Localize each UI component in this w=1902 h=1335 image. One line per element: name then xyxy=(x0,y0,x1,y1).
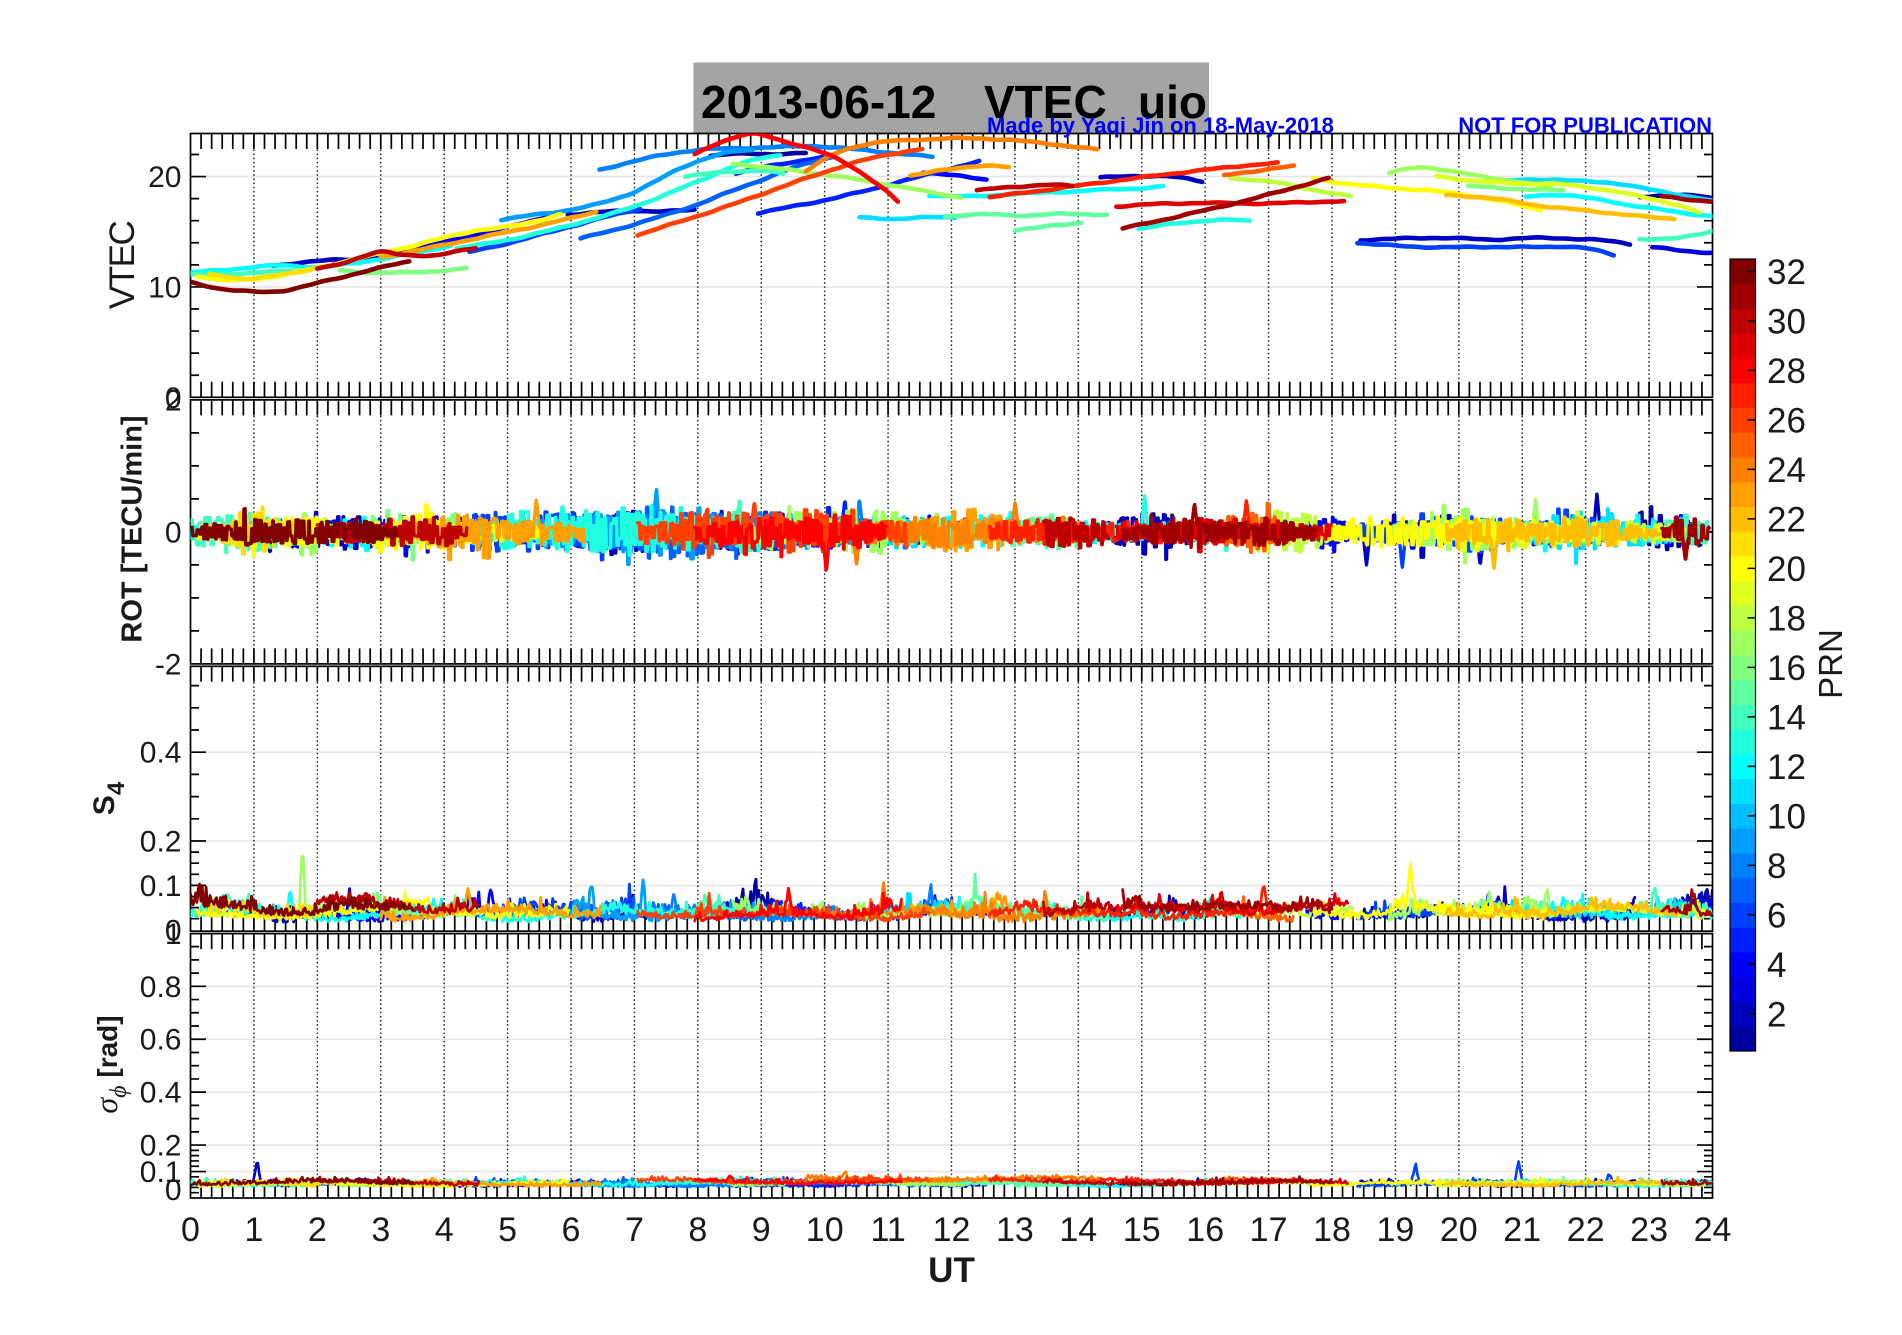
svg-text:24: 24 xyxy=(1694,1211,1732,1249)
svg-text:1: 1 xyxy=(244,1211,263,1249)
svg-text:Made by Yaqi Jin on 18-May-201: Made by Yaqi Jin on 18-May-2018 xyxy=(987,113,1334,138)
svg-text:10: 10 xyxy=(148,271,181,304)
svg-text:15: 15 xyxy=(1123,1211,1161,1249)
svg-text:20: 20 xyxy=(1767,550,1806,589)
svg-text:0: 0 xyxy=(165,914,182,947)
svg-text:4: 4 xyxy=(435,1211,454,1249)
svg-text:30: 30 xyxy=(1767,302,1806,341)
svg-text:0.6: 0.6 xyxy=(140,1024,182,1057)
svg-text:20: 20 xyxy=(1440,1211,1478,1249)
svg-text:0.1: 0.1 xyxy=(140,870,182,903)
svg-text:22: 22 xyxy=(1767,500,1806,539)
svg-text:18: 18 xyxy=(1767,599,1806,638)
svg-text:0.2: 0.2 xyxy=(140,1130,182,1163)
svg-text:11: 11 xyxy=(870,1211,905,1249)
svg-text:VTEC: VTEC xyxy=(103,222,142,310)
svg-text:-2: -2 xyxy=(155,648,182,681)
svg-text:uio: uio xyxy=(1138,76,1207,128)
svg-text:ROT [TECU/min]: ROT [TECU/min] xyxy=(117,415,149,642)
svg-text:16: 16 xyxy=(1186,1211,1224,1249)
svg-text:0.1: 0.1 xyxy=(140,1156,182,1189)
svg-text:2: 2 xyxy=(1767,995,1786,1034)
svg-text:2: 2 xyxy=(308,1211,327,1249)
svg-text:PRN: PRN xyxy=(1812,629,1849,699)
svg-text:2: 2 xyxy=(165,384,182,417)
svg-text:3: 3 xyxy=(371,1211,390,1249)
svg-text:6: 6 xyxy=(1767,896,1786,935)
svg-text:21: 21 xyxy=(1503,1211,1541,1249)
svg-text:5: 5 xyxy=(498,1211,517,1249)
svg-text:26: 26 xyxy=(1767,401,1806,440)
svg-text:9: 9 xyxy=(752,1211,771,1249)
svg-text:NOT FOR PUBLICATION: NOT FOR PUBLICATION xyxy=(1458,113,1712,138)
svg-text:18: 18 xyxy=(1313,1211,1351,1249)
svg-text:UT: UT xyxy=(928,1251,975,1290)
svg-text:6: 6 xyxy=(562,1211,581,1249)
svg-text:14: 14 xyxy=(1767,698,1806,737)
svg-text:VTEC: VTEC xyxy=(984,76,1107,128)
svg-text:8: 8 xyxy=(1767,847,1786,886)
svg-text:19: 19 xyxy=(1376,1211,1414,1249)
svg-text:0: 0 xyxy=(165,1174,182,1207)
svg-text:0.2: 0.2 xyxy=(140,826,182,859)
svg-text:0: 0 xyxy=(181,1211,200,1249)
svg-text:0.4: 0.4 xyxy=(140,1077,182,1110)
svg-text:0: 0 xyxy=(165,382,182,415)
svg-text:1: 1 xyxy=(165,918,182,951)
svg-text:0.8: 0.8 xyxy=(140,971,182,1004)
svg-text:22: 22 xyxy=(1567,1211,1605,1249)
svg-text:32: 32 xyxy=(1767,253,1806,292)
svg-text:17: 17 xyxy=(1250,1211,1288,1249)
svg-text:0: 0 xyxy=(165,516,182,549)
svg-text:14: 14 xyxy=(1059,1211,1097,1249)
svg-text:σϕ [rad]: σϕ [rad] xyxy=(88,1015,132,1113)
svg-text:20: 20 xyxy=(148,161,181,194)
svg-text:10: 10 xyxy=(806,1211,844,1249)
svg-text:28: 28 xyxy=(1767,352,1806,391)
svg-text:4: 4 xyxy=(1767,946,1786,985)
svg-text:10: 10 xyxy=(1767,797,1806,836)
svg-text:7: 7 xyxy=(625,1211,644,1249)
svg-text:0.4: 0.4 xyxy=(140,737,182,770)
svg-text:24: 24 xyxy=(1767,451,1806,490)
svg-text:2013-06-12: 2013-06-12 xyxy=(701,76,936,128)
svg-text:13: 13 xyxy=(996,1211,1034,1249)
svg-text:12: 12 xyxy=(933,1211,971,1249)
svg-text:16: 16 xyxy=(1767,649,1806,688)
svg-text:12: 12 xyxy=(1767,748,1806,787)
svg-text:8: 8 xyxy=(688,1211,707,1249)
svg-text:23: 23 xyxy=(1630,1211,1668,1249)
